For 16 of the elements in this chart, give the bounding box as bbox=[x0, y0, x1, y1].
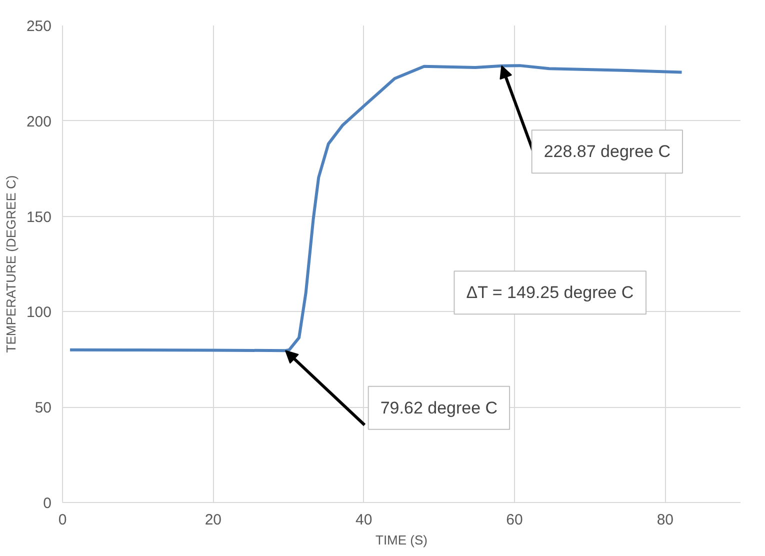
x-tick-label: 40 bbox=[355, 512, 372, 528]
y-tick-label: 250 bbox=[26, 18, 52, 35]
x-tick-label: 60 bbox=[506, 512, 523, 528]
x-tick-label: 20 bbox=[204, 512, 222, 528]
x-axis-title: TIME (S) bbox=[376, 532, 428, 548]
x-tick-label: 0 bbox=[58, 512, 67, 528]
annotation: 79.62 degree C bbox=[380, 398, 498, 418]
annotation: 228.87 degree C bbox=[544, 142, 670, 162]
x-tick-label: 80 bbox=[656, 512, 674, 528]
y-tick-label: 50 bbox=[34, 400, 52, 417]
y-tick-label: 0 bbox=[43, 495, 52, 512]
y-tick-label: 100 bbox=[26, 304, 52, 322]
y-tick-label: 150 bbox=[26, 208, 52, 226]
y-axis-title: TEMPERATURE (DEGREE C) bbox=[3, 175, 18, 353]
annotation: ΔT = 149.25 degree C bbox=[466, 283, 634, 302]
y-tick-label: 200 bbox=[26, 113, 52, 130]
